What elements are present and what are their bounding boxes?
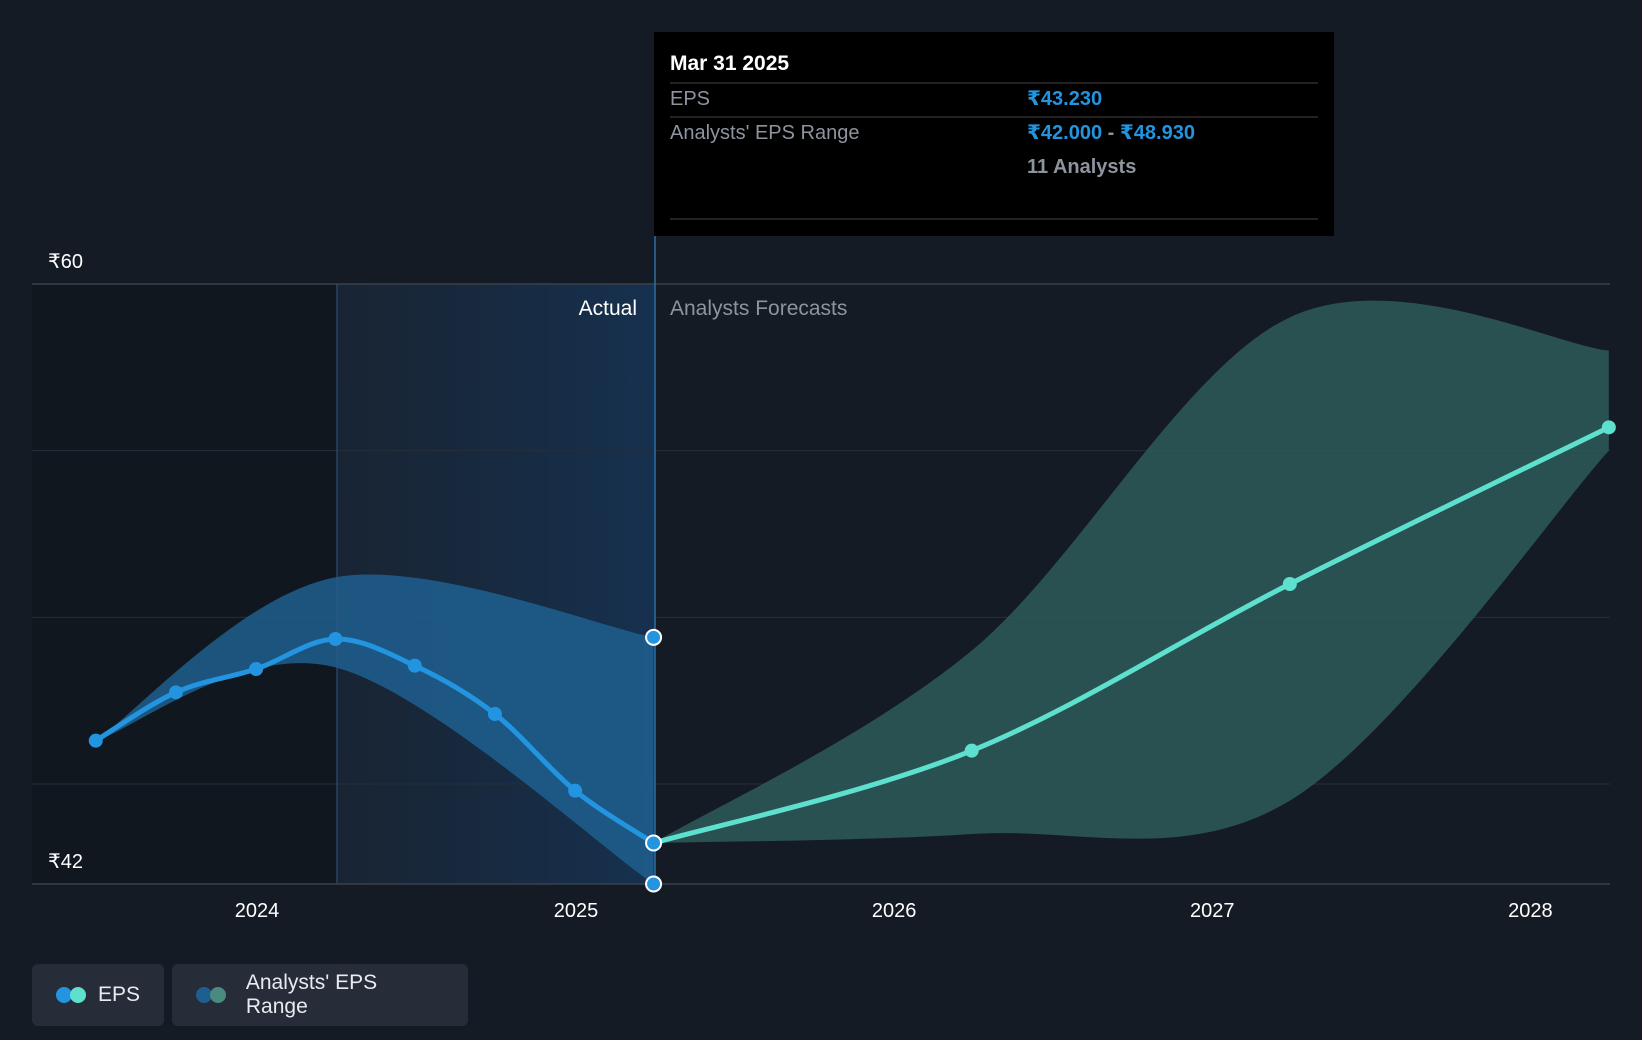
legend-label: Analysts' EPS Range bbox=[245, 971, 378, 1018]
x-tick-label: 2025 bbox=[554, 900, 599, 922]
legend-swatch-icon bbox=[56, 986, 86, 1004]
actual-eps-point bbox=[407, 658, 422, 673]
forecast-eps-line bbox=[651, 424, 1610, 846]
tooltip-analysts-count: 11 Analysts bbox=[1027, 156, 1136, 178]
range-low-point bbox=[645, 875, 663, 893]
forecast-section-label: Analysts Forecasts bbox=[670, 297, 847, 320]
legend-label: EPS bbox=[97, 983, 140, 1006]
legend-dot bbox=[70, 987, 86, 1003]
legend-dot bbox=[56, 987, 72, 1003]
legend-item[interactable]: EPS bbox=[32, 964, 164, 1026]
x-tick-label: 2024 bbox=[235, 900, 280, 922]
tooltip-date: Mar 31 2025 bbox=[670, 52, 789, 75]
range-bands bbox=[95, 300, 1609, 884]
actual-range-band bbox=[95, 574, 654, 884]
eps-lines bbox=[93, 424, 1610, 846]
legend-dot bbox=[196, 987, 212, 1003]
actual-eps-point bbox=[88, 733, 103, 748]
pre-actual-shade bbox=[32, 284, 337, 884]
legend-item[interactable]: Analysts' EPS Range bbox=[172, 964, 468, 1026]
tooltip-range-separator: - bbox=[1102, 122, 1120, 144]
tooltip-range-label: Analysts' EPS Range bbox=[670, 122, 859, 144]
tooltip-eps-label: EPS bbox=[670, 88, 710, 110]
actual-eps-point bbox=[328, 632, 343, 646]
legend-dot bbox=[210, 987, 226, 1003]
tooltip-background bbox=[654, 32, 1334, 236]
actual-eps-point bbox=[568, 783, 583, 798]
forecast-range-band bbox=[653, 300, 1609, 844]
tooltip-range-low: ₹42.000 bbox=[1027, 122, 1102, 144]
actual-eps-line bbox=[93, 636, 657, 846]
actual-eps-point bbox=[168, 685, 183, 700]
forecast-eps-point bbox=[1282, 577, 1297, 591]
tooltip-range-high: ₹48.930 bbox=[1120, 122, 1195, 144]
range-high-point bbox=[645, 628, 663, 646]
forecast-eps-point bbox=[964, 743, 979, 758]
x-tick-label: 2028 bbox=[1508, 900, 1553, 922]
tooltip-range-value: ₹42.000 - ₹48.930 bbox=[1027, 122, 1195, 144]
tooltip: Mar 31 2025 EPS ₹43.230 Analysts' EPS Ra… bbox=[654, 32, 1334, 236]
actual-section-label: Actual bbox=[579, 297, 637, 320]
x-tick-label: 2027 bbox=[1190, 900, 1235, 922]
actual-eps-point bbox=[487, 707, 502, 721]
eps-markers bbox=[88, 420, 1616, 893]
y-label-bottom: ₹42 bbox=[48, 851, 83, 873]
tooltip-eps-value: ₹43.230 bbox=[1027, 88, 1102, 110]
legend-swatch-icon bbox=[196, 986, 230, 1004]
y-label-top: ₹60 bbox=[48, 251, 83, 273]
forecast-eps-point bbox=[1601, 420, 1616, 435]
actual-eps-point bbox=[645, 834, 663, 852]
actual-eps-point bbox=[249, 662, 264, 676]
x-axis-ticks: 2024 2025 2026 2027 2028 bbox=[235, 900, 1553, 922]
x-tick-label: 2026 bbox=[872, 900, 917, 922]
